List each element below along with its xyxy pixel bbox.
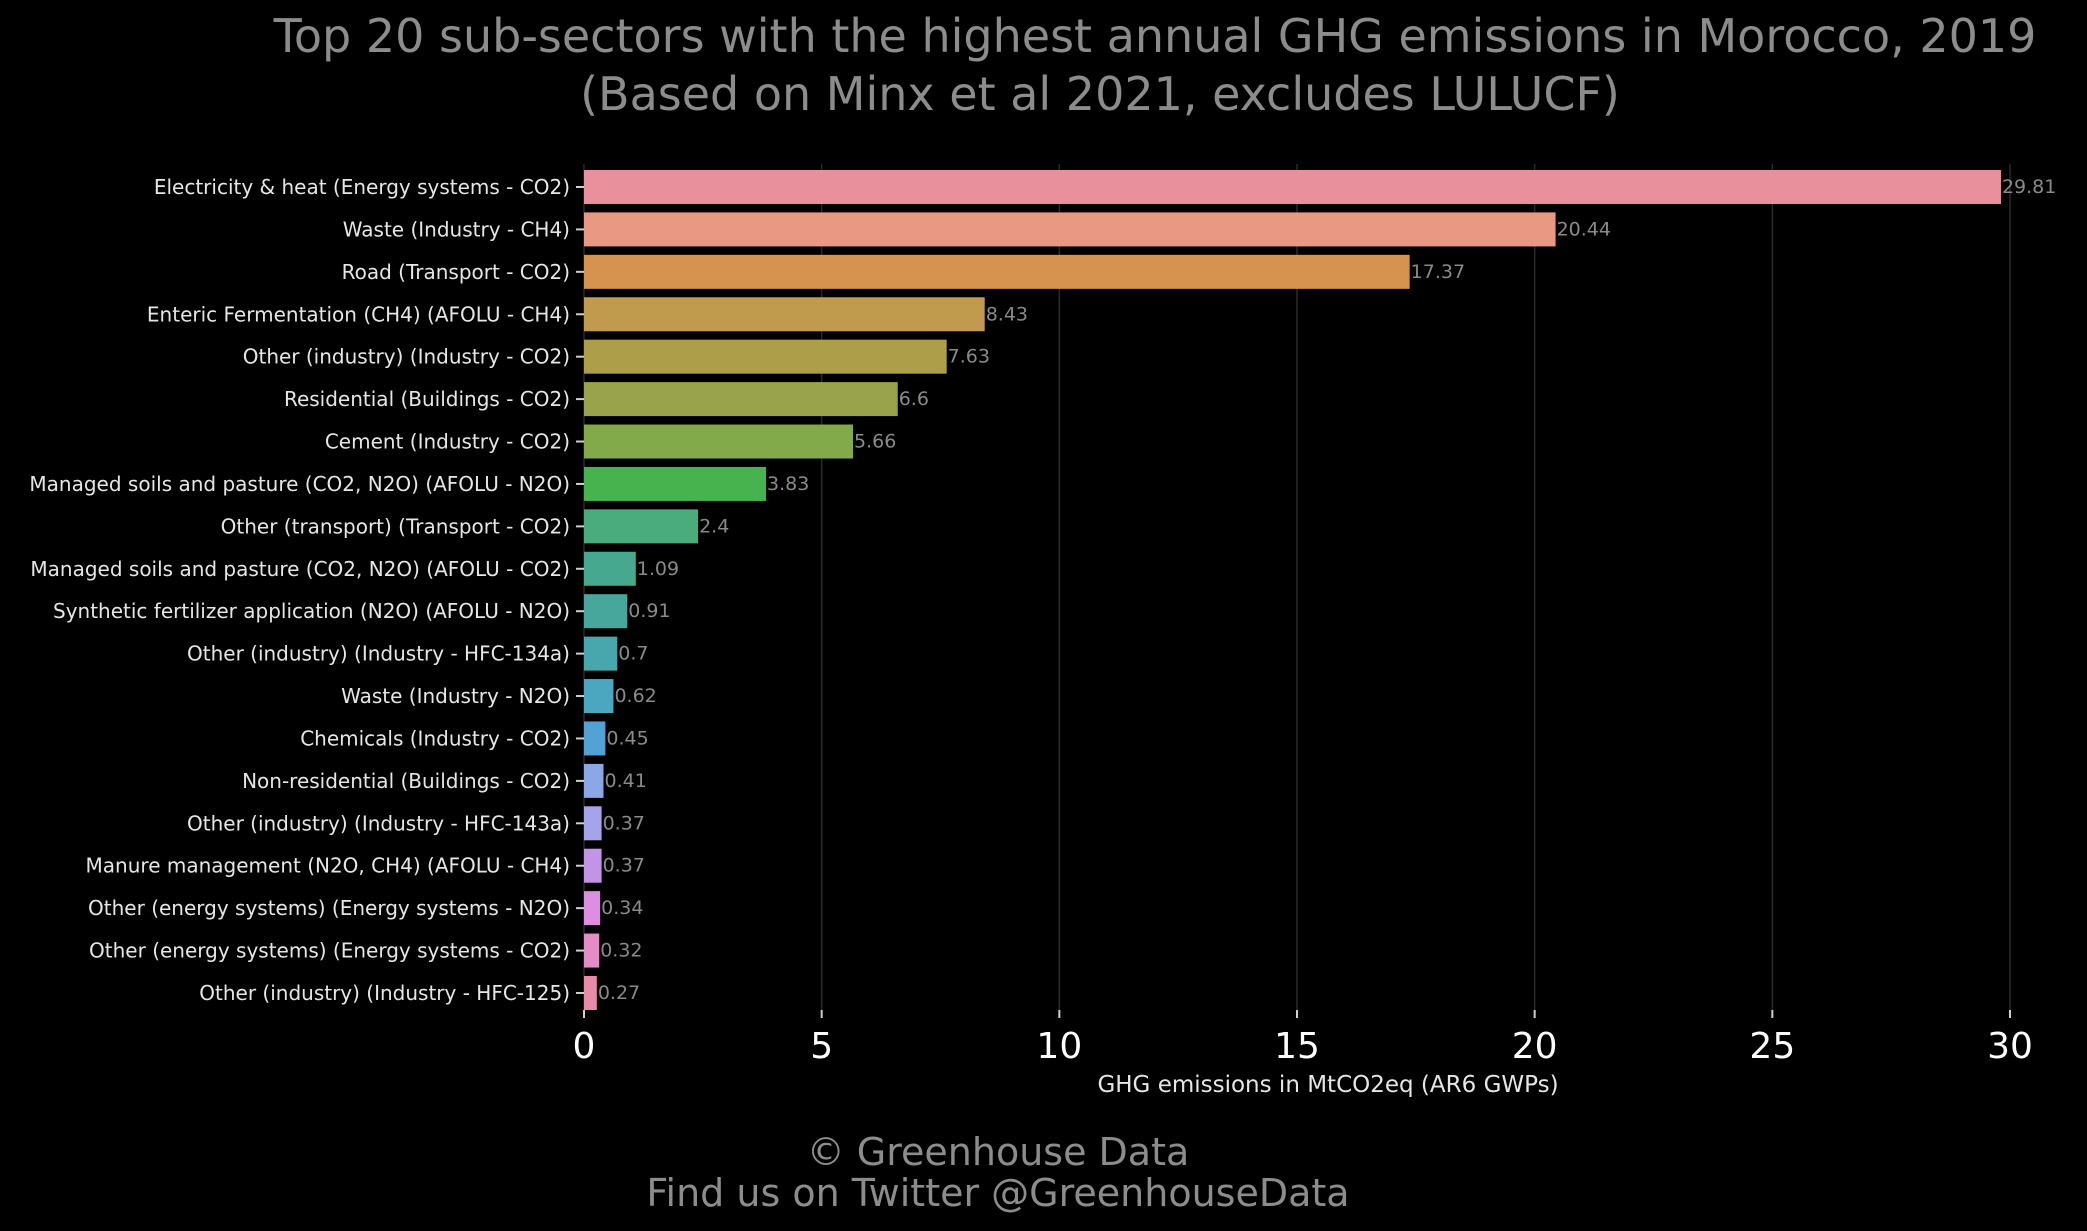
value-label: 1.09 xyxy=(637,558,679,580)
category-label: Other (industry) (Industry - HFC-143a) xyxy=(187,811,570,835)
category-label: Waste (Industry - N2O) xyxy=(341,684,570,708)
bar xyxy=(584,339,947,374)
value-label: 0.37 xyxy=(603,812,645,834)
category-label: Other (industry) (Industry - CO2) xyxy=(243,345,570,369)
value-label: 8.43 xyxy=(986,303,1028,325)
value-label: 0.62 xyxy=(614,685,656,707)
category-label: Other (industry) (Industry - HFC-125) xyxy=(199,981,570,1005)
bar xyxy=(584,848,602,883)
value-labels: 29.81 20.44 17.37 8.43 7.63 6.65.66 3.83 2.4 1.0… xyxy=(598,176,2057,1004)
value-label: 5.66 xyxy=(854,431,896,453)
category-label: Other (energy systems) (Energy systems -… xyxy=(89,939,570,963)
value-label: 0.34 xyxy=(601,897,643,919)
bar xyxy=(584,212,1556,247)
footer-copyright: © Greenhouse Data xyxy=(807,1130,1190,1174)
category-label: Chemicals (Industry - CO2) xyxy=(300,726,570,750)
x-axis: 0 5 10 15 20 25 30 xyxy=(573,186,2033,1067)
bar xyxy=(584,933,600,968)
category-label: Other (transport) (Transport - CO2) xyxy=(221,514,570,538)
category-label: Other (industry) (Industry - HFC-134a) xyxy=(187,642,570,666)
value-label: 0.91 xyxy=(628,600,670,622)
value-label: 17.37 xyxy=(1411,261,1465,283)
bar xyxy=(584,466,767,501)
value-label: 29.81 xyxy=(2002,176,2056,198)
category-label: Other (energy systems) (Energy systems -… xyxy=(88,896,570,920)
bars xyxy=(584,170,2001,1010)
bar xyxy=(584,763,604,798)
x-tick-label: 20 xyxy=(1512,1026,1558,1067)
x-tick-label: 25 xyxy=(1749,1026,1795,1067)
category-label: Enteric Fermentation (CH4) (AFOLU - CH4) xyxy=(147,302,570,326)
value-label: 7.63 xyxy=(948,346,990,368)
category-label: Road (Transport - CO2) xyxy=(342,260,570,284)
value-label: 0.27 xyxy=(598,982,640,1004)
footer-twitter: Find us on Twitter @GreenhouseData xyxy=(646,1171,1349,1215)
bar xyxy=(584,636,618,671)
value-label: 0.7 xyxy=(618,643,648,665)
bar xyxy=(584,382,898,417)
x-tick-label: 0 xyxy=(573,1026,596,1067)
bar xyxy=(584,509,699,544)
x-tick-label: 15 xyxy=(1274,1026,1320,1067)
value-label: 3.83 xyxy=(767,473,809,495)
x-tick-label: 5 xyxy=(810,1026,833,1067)
bar xyxy=(584,679,614,714)
bar xyxy=(584,170,2001,204)
bar xyxy=(584,721,606,756)
bar xyxy=(584,806,602,841)
category-label: Non-residential (Buildings - CO2) xyxy=(242,769,570,793)
value-label: 2.4 xyxy=(699,515,729,537)
category-label: Waste (Industry - CH4) xyxy=(343,217,570,241)
category-label: Manure management (N2O, CH4) (AFOLU - CH… xyxy=(86,854,570,878)
value-label: 6.6 xyxy=(899,388,929,410)
chart-title-line-2: (Based on Minx et al 2021, excludes LULU… xyxy=(580,67,1620,121)
value-label: 0.32 xyxy=(600,940,642,962)
value-label: 0.41 xyxy=(604,770,646,792)
category-label: Residential (Buildings - CO2) xyxy=(284,387,570,411)
x-tick-label: 30 xyxy=(1987,1026,2033,1067)
grid-lines xyxy=(583,164,2011,1010)
category-label: Electricity & heat (Energy systems - CO2… xyxy=(154,175,570,199)
bar xyxy=(584,551,636,586)
chart-title-line-1: Top 20 sub-sectors with the highest annu… xyxy=(273,9,2037,63)
value-label: 0.45 xyxy=(606,727,648,749)
bar xyxy=(584,891,601,926)
value-label: 0.37 xyxy=(603,855,645,877)
category-labels: Electricity & heat (Energy systems - CO2… xyxy=(29,175,570,1005)
bar xyxy=(584,254,1410,289)
bar xyxy=(584,424,854,459)
value-label: 20.44 xyxy=(1557,218,1611,240)
category-label: Synthetic fertilizer application (N2O) (… xyxy=(53,599,570,623)
category-label: Cement (Industry - CO2) xyxy=(325,430,570,454)
bar xyxy=(584,975,597,1010)
x-tick-label: 10 xyxy=(1036,1026,1082,1067)
bar xyxy=(584,297,985,332)
bar xyxy=(584,594,628,629)
x-axis-title: GHG emissions in MtCO2eq (AR6 GWPs) xyxy=(1097,1072,1558,1098)
category-label: Managed soils and pasture (CO2, N2O) (AF… xyxy=(30,557,570,581)
category-label: Managed soils and pasture (CO2, N2O) (AF… xyxy=(29,472,570,496)
